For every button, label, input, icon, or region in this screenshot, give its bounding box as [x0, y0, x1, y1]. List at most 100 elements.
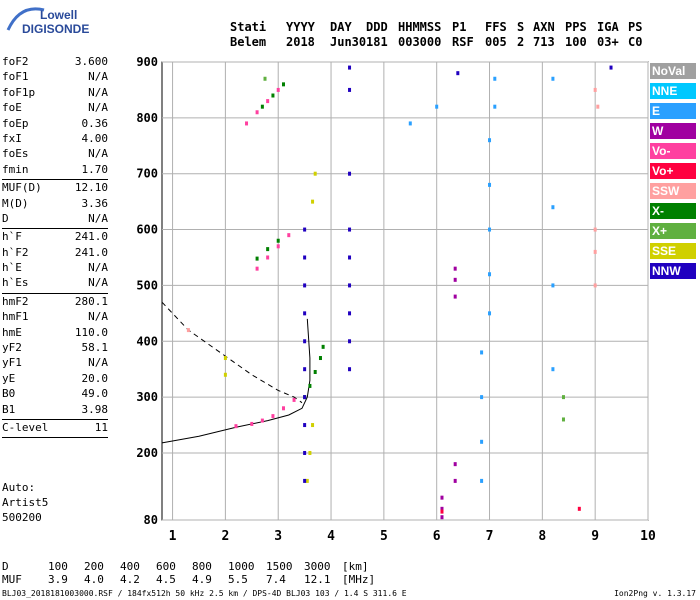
data-point	[493, 104, 497, 109]
header-row2-cell: Belem	[230, 35, 267, 49]
data-point	[453, 478, 457, 483]
legend-item: SSW	[650, 183, 696, 199]
data-point	[561, 417, 565, 422]
param-row: h`F2 241.0	[2, 246, 108, 261]
muf-value: 4.9	[192, 573, 212, 586]
header-row2-cell: RSF	[452, 35, 474, 49]
legend-item: X-	[650, 203, 696, 219]
distance-value: 400	[120, 560, 140, 573]
data-point	[593, 87, 597, 92]
data-point	[311, 423, 315, 428]
param-row: yE 20.0	[2, 372, 108, 387]
header-row1-cell: HHMMSS	[398, 20, 442, 34]
param-value: 1.70	[81, 162, 109, 176]
param-name: hmF1	[2, 310, 29, 324]
data-point	[303, 339, 307, 344]
data-point	[348, 171, 352, 176]
header-row1-cell: PS	[628, 20, 643, 34]
param-row: foF2 3.600	[2, 55, 108, 70]
param-divider	[2, 292, 108, 294]
param-value: 0.36	[81, 116, 109, 130]
param-row: M(D) 3.36	[2, 197, 108, 212]
header-row2-cell: 2018	[286, 35, 315, 49]
param-row: foEp 0.36	[2, 117, 108, 132]
data-point	[186, 328, 190, 333]
data-point	[480, 478, 484, 483]
data-point	[308, 450, 312, 455]
legend-item: W	[650, 123, 696, 139]
data-point	[303, 255, 307, 260]
param-row: h`F 241.0	[2, 230, 108, 245]
x-tick-label: 3	[274, 529, 282, 544]
param-value: 241.0	[74, 230, 108, 244]
param-name: B1	[2, 402, 16, 416]
header-row1-cell: PPS	[565, 20, 587, 34]
distance-value: 1000	[228, 560, 255, 573]
header-row1-cell: AXN	[533, 20, 555, 34]
param-name: yF1	[2, 356, 22, 370]
data-point	[303, 478, 307, 483]
muf-value: 4.5	[156, 573, 176, 586]
legend-item: Vo+	[650, 163, 696, 179]
param-divider	[2, 418, 108, 420]
y-tick-label: 600	[136, 223, 158, 237]
param-value: 20.0	[81, 371, 109, 385]
distance-value: 800	[192, 560, 212, 573]
param-value: N/A	[88, 211, 108, 225]
profile-curve	[161, 318, 311, 444]
legend-item: X+	[650, 223, 696, 239]
param-name: h`F2	[2, 245, 29, 259]
data-point	[303, 227, 307, 232]
header-row2-cell: Jun30	[330, 35, 367, 49]
param-value: N/A	[88, 85, 108, 99]
header-row1-cell: Stati	[230, 20, 267, 34]
header-row2-cell: 713	[533, 35, 555, 49]
y-tick-label: 80	[144, 513, 158, 527]
x-tick-label: 5	[380, 529, 388, 544]
data-point	[234, 424, 238, 429]
param-row: D N/A	[2, 212, 108, 227]
param-name: yE	[2, 371, 16, 385]
logo-lowell: Lowell	[40, 8, 78, 22]
param-row: foEs N/A	[2, 147, 108, 162]
param-name: foF1p	[2, 85, 36, 99]
data-point	[488, 227, 492, 232]
param-name: foEs	[2, 147, 29, 161]
distance-value: 200	[84, 560, 104, 573]
data-point	[348, 367, 352, 372]
data-point	[303, 450, 307, 455]
data-point	[223, 372, 227, 377]
y-tick-label: 200	[136, 446, 158, 460]
data-point	[480, 350, 484, 355]
distance-label: D	[2, 560, 9, 573]
header-row2-cell: 005	[485, 35, 507, 49]
y-tick-label: 900	[136, 55, 158, 69]
param-value: N/A	[88, 261, 108, 275]
legend-item: NNE	[650, 83, 696, 99]
data-point	[311, 199, 315, 204]
data-point	[453, 294, 457, 299]
param-value: N/A	[88, 147, 108, 161]
data-point	[577, 506, 581, 511]
header-row1-cell: YYYY	[286, 20, 315, 34]
data-point	[480, 395, 484, 400]
data-point	[493, 76, 497, 81]
param-name: B0	[2, 387, 16, 401]
data-point	[303, 395, 307, 400]
header-row2-cell: C0	[628, 35, 643, 49]
auto-label: Auto:	[2, 481, 36, 494]
header-row1-cell: P1	[452, 20, 467, 34]
data-point	[348, 227, 352, 232]
param-row: hmF1 N/A	[2, 310, 108, 325]
data-point	[282, 82, 285, 87]
data-point	[488, 182, 492, 187]
distance-value: 600	[156, 560, 176, 573]
data-point	[488, 272, 492, 277]
data-point	[488, 138, 492, 143]
data-point	[271, 414, 275, 419]
digisonde-logo-icon	[6, 7, 45, 31]
param-value: N/A	[88, 356, 108, 370]
param-row: foF1p N/A	[2, 86, 108, 101]
param-row: fmin 1.70	[2, 163, 108, 178]
data-point	[263, 76, 267, 81]
